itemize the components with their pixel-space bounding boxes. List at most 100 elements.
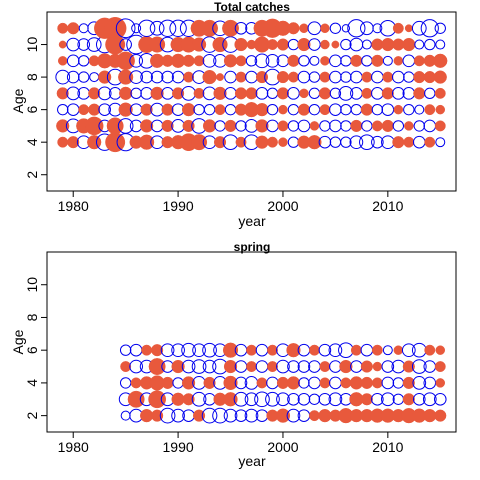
negative-residual-point: [127, 390, 145, 408]
negative-residual-point: [116, 51, 135, 71]
negative-residual-point: [161, 119, 174, 132]
negative-residual-point: [433, 70, 447, 84]
positive-residual-point: [255, 87, 269, 100]
negative-residual-point: [340, 377, 352, 389]
negative-residual-point: [84, 116, 104, 136]
negative-residual-point: [222, 342, 239, 358]
negative-residual-point: [267, 344, 278, 356]
positive-residual-point: [371, 135, 384, 149]
positive-residual-point: [160, 343, 175, 358]
y-tick-label: 8: [24, 73, 40, 81]
y-tick-label: 10: [24, 277, 40, 293]
negative-residual-point: [361, 87, 373, 99]
negative-residual-point: [216, 73, 224, 82]
negative-residual-point: [150, 86, 164, 100]
negative-residual-point: [299, 23, 309, 34]
positive-residual-point: [214, 120, 226, 132]
plot-frame: [46, 11, 457, 192]
positive-residual-point: [413, 120, 425, 132]
negative-residual-point: [320, 56, 330, 66]
positive-residual-point: [424, 38, 436, 51]
positive-residual-point: [297, 119, 311, 133]
positive-residual-point: [66, 54, 80, 68]
positive-residual-point: [120, 410, 131, 421]
negative-residual-point: [435, 345, 446, 355]
negative-residual-point: [234, 37, 248, 52]
negative-residual-point: [88, 87, 101, 100]
positive-residual-point: [401, 343, 416, 358]
negative-residual-point: [278, 137, 288, 147]
negative-residual-point: [171, 359, 185, 374]
negative-residual-point: [402, 376, 415, 389]
positive-residual-point: [411, 20, 427, 36]
negative-residual-point: [235, 55, 247, 67]
y-tick-label: 10: [24, 37, 40, 53]
negative-residual-point: [372, 361, 383, 372]
negative-residual-point: [371, 377, 383, 389]
y-axis-label: Age: [10, 88, 26, 113]
positive-residual-point: [171, 408, 185, 423]
x-axis: 1980 1990 2000 2010: [58, 432, 404, 455]
positive-residual-point: [361, 120, 373, 132]
y-axis-label: Age: [10, 329, 26, 354]
negative-residual-point: [148, 358, 166, 375]
negative-residual-point: [88, 103, 101, 116]
positive-residual-point: [329, 119, 342, 133]
negative-residual-point: [87, 135, 102, 150]
negative-residual-point: [191, 134, 208, 151]
positive-residual-point: [265, 391, 280, 407]
negative-residual-point: [57, 136, 69, 148]
positive-residual-point: [340, 120, 352, 132]
positive-residual-point: [360, 21, 374, 36]
negative-residual-point: [267, 39, 278, 50]
positive-residual-point: [129, 343, 143, 357]
negative-residual-point: [434, 361, 446, 372]
positive-residual-point: [57, 103, 69, 116]
positive-residual-point: [434, 22, 446, 34]
negative-residual-point: [56, 119, 70, 133]
negative-residual-point: [224, 119, 237, 132]
positive-residual-point: [371, 392, 384, 406]
negative-residual-point: [435, 378, 446, 388]
y-tick-label: 4: [24, 138, 40, 146]
positive-residual-point: [172, 377, 184, 389]
plot-frame: [46, 251, 457, 433]
negative-residual-point: [140, 103, 153, 116]
positive-residual-point: [191, 391, 207, 407]
positive-residual-point: [411, 342, 427, 358]
negative-residual-point: [203, 376, 216, 389]
negative-residual-point: [120, 361, 132, 372]
positive-residual-point: [161, 70, 174, 84]
x-tick-label: 2000: [267, 198, 298, 214]
positive-residual-point: [233, 391, 249, 407]
negative-residual-point: [255, 119, 269, 133]
positive-residual-point: [340, 136, 352, 148]
positive-residual-point: [115, 18, 136, 39]
positive-residual-point: [435, 39, 446, 50]
negative-residual-point: [404, 121, 414, 131]
positive-residual-point: [140, 70, 153, 84]
positive-residual-point: [309, 55, 320, 66]
positive-residual-point: [287, 38, 300, 51]
negative-residual-point: [67, 136, 80, 149]
positive-residual-point: [411, 359, 427, 374]
negative-residual-point: [255, 135, 269, 149]
negative-residual-point: [371, 344, 383, 356]
positive-residual-point: [328, 343, 343, 358]
negative-residual-point: [402, 360, 415, 373]
positive-residual-point: [297, 360, 311, 373]
negative-residual-point: [103, 17, 127, 40]
x-axis-label: year: [238, 453, 266, 469]
x-tick-label: 2010: [372, 198, 403, 214]
positive-residual-point: [308, 360, 321, 373]
negative-residual-point: [78, 104, 90, 116]
negative-residual-point: [118, 102, 133, 117]
negative-residual-point: [140, 119, 154, 133]
negative-residual-point: [214, 104, 226, 116]
positive-residual-point: [287, 87, 300, 100]
positive-residual-point: [192, 343, 206, 358]
negative-residual-point: [118, 69, 134, 85]
positive-residual-point: [402, 87, 416, 100]
positive-residual-point: [224, 70, 237, 84]
positive-residual-point: [287, 360, 300, 373]
